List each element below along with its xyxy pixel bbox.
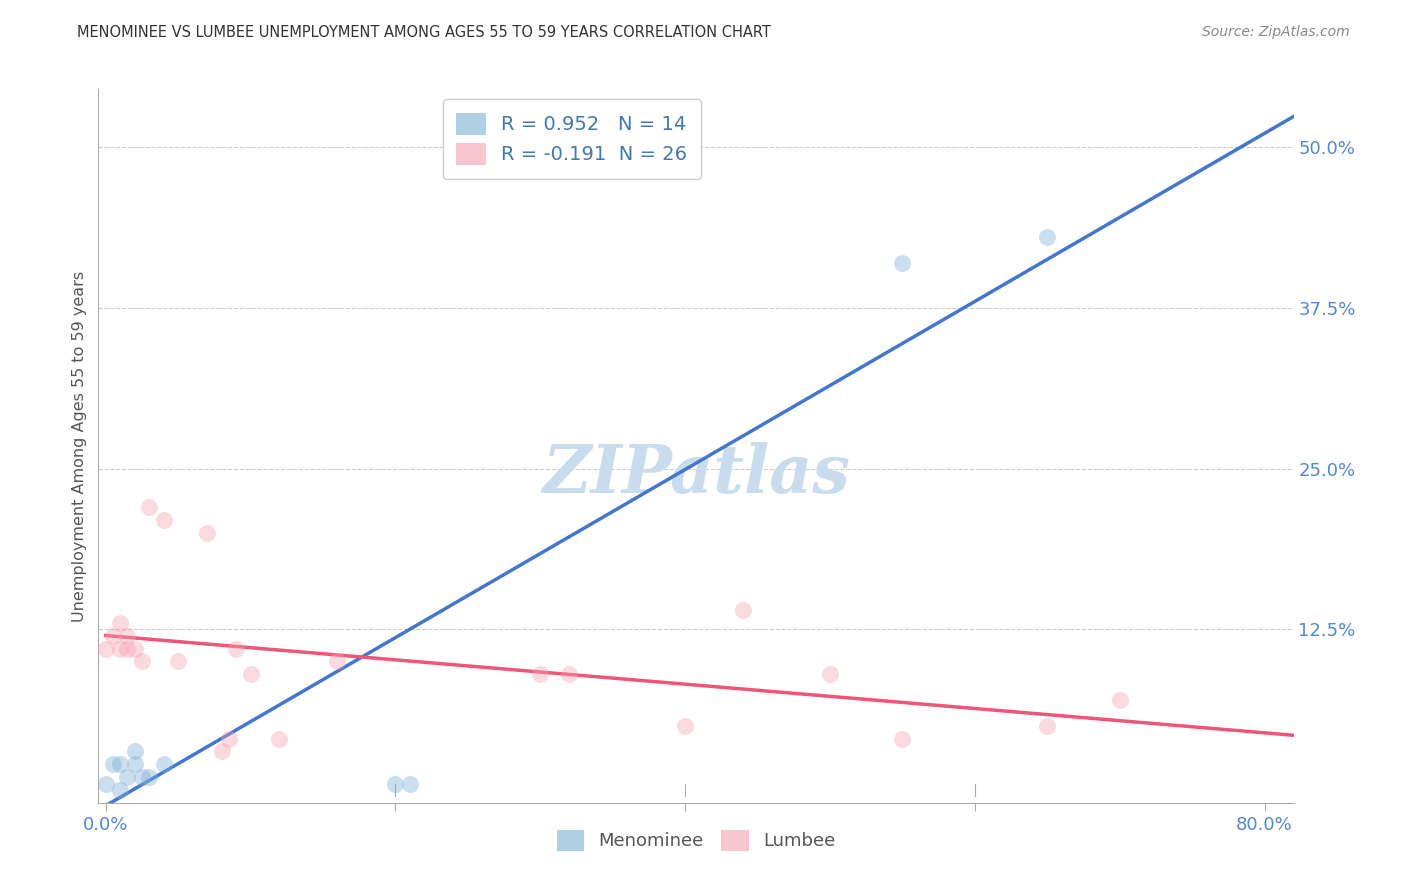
Text: MENOMINEE VS LUMBEE UNEMPLOYMENT AMONG AGES 55 TO 59 YEARS CORRELATION CHART: MENOMINEE VS LUMBEE UNEMPLOYMENT AMONG A… — [77, 25, 772, 40]
Point — [138, 500, 160, 514]
Point — [399, 776, 422, 790]
Point — [1036, 230, 1059, 244]
Point — [101, 629, 124, 643]
Point — [326, 654, 349, 668]
Point — [108, 615, 131, 630]
Point — [94, 776, 117, 790]
Point — [108, 641, 131, 656]
Point — [384, 776, 406, 790]
Point — [167, 654, 190, 668]
Point — [131, 654, 153, 668]
Point — [239, 667, 262, 681]
Point — [195, 525, 218, 540]
Point — [138, 770, 160, 784]
Point — [1036, 719, 1059, 733]
Point — [818, 667, 841, 681]
Point — [1108, 693, 1130, 707]
Point — [117, 629, 139, 643]
Point — [117, 770, 139, 784]
Point — [891, 256, 914, 270]
Point — [94, 641, 117, 656]
Point — [108, 783, 131, 797]
Y-axis label: Unemployment Among Ages 55 to 59 years: Unemployment Among Ages 55 to 59 years — [72, 270, 87, 622]
Point — [529, 667, 551, 681]
Text: ZIPatlas: ZIPatlas — [543, 442, 849, 507]
Point — [673, 719, 696, 733]
Point — [218, 731, 240, 746]
Point — [108, 757, 131, 772]
Point — [558, 667, 581, 681]
Point — [152, 513, 174, 527]
Point — [131, 770, 153, 784]
Point — [124, 757, 146, 772]
Point — [225, 641, 247, 656]
Point — [891, 731, 914, 746]
Point — [101, 757, 124, 772]
Point — [117, 641, 139, 656]
Point — [269, 731, 291, 746]
Point — [152, 757, 174, 772]
Point — [211, 744, 233, 758]
Point — [124, 744, 146, 758]
Text: Source: ZipAtlas.com: Source: ZipAtlas.com — [1202, 25, 1350, 39]
Point — [731, 603, 754, 617]
Legend: Menominee, Lumbee: Menominee, Lumbee — [550, 822, 842, 858]
Point — [124, 641, 146, 656]
